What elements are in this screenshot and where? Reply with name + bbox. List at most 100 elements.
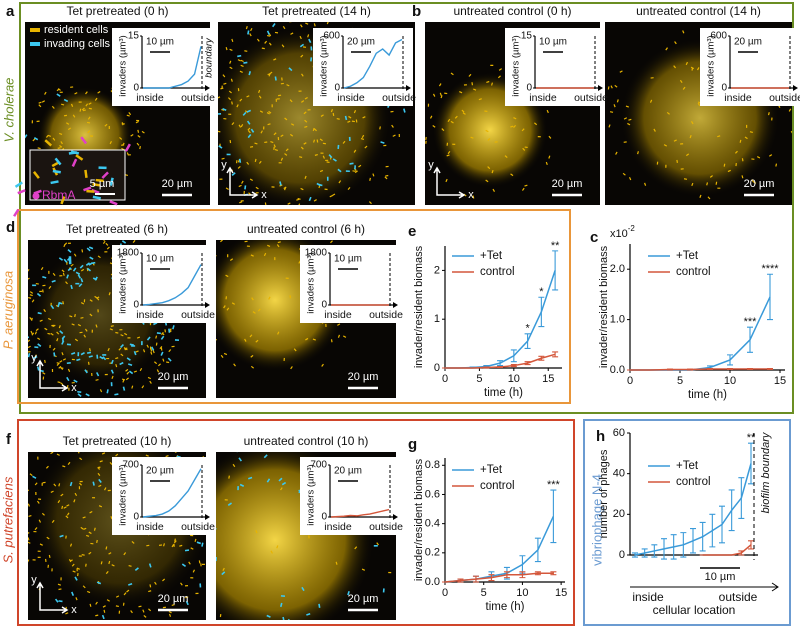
cell [216, 556, 218, 562]
group-box [583, 419, 791, 626]
cell [42, 481, 46, 484]
cell [727, 169, 731, 173]
cell [70, 263, 74, 267]
cell [313, 23, 316, 27]
cell [240, 59, 244, 63]
error-bar [728, 489, 735, 532]
error-bar [738, 477, 745, 519]
image-title: untreated control (10 h) [244, 434, 369, 448]
cell [28, 296, 32, 299]
cell [102, 354, 107, 356]
cell [69, 315, 73, 318]
y-tick-label: 600 [710, 31, 727, 42]
error-bar [687, 368, 693, 371]
cell [77, 390, 82, 393]
cell [269, 71, 273, 75]
cell [303, 142, 307, 145]
y-axis-label: invaders (µm³) [306, 252, 317, 313]
cell [196, 541, 201, 545]
cell [75, 597, 78, 601]
cell [94, 295, 98, 299]
cell [229, 60, 232, 64]
cell [211, 567, 214, 569]
cell [270, 550, 273, 554]
y-tick-label: 1800 [117, 248, 140, 259]
scale-bar-label: 20 µm [744, 178, 775, 190]
panel-letter: g [408, 436, 417, 453]
cell [281, 77, 283, 81]
cell [250, 27, 253, 32]
y-tick-label: 0 [133, 83, 139, 94]
cell [67, 242, 71, 244]
group-box [17, 419, 575, 626]
legend-label: +Tet [480, 250, 503, 262]
cell [125, 377, 129, 381]
cell [107, 489, 111, 492]
cell [28, 336, 30, 339]
cell [347, 590, 350, 596]
legend-label: +Tet [480, 464, 503, 476]
cell [222, 107, 227, 112]
cell [257, 308, 261, 312]
error-bar [503, 571, 510, 579]
cell [37, 343, 42, 347]
y-tick-label: 0.0 [425, 576, 440, 588]
cell [790, 130, 792, 135]
error-bar [524, 333, 531, 350]
cell [231, 172, 236, 176]
cell [301, 73, 304, 77]
axis-arrow [226, 166, 259, 199]
cell [84, 369, 88, 374]
cell [510, 125, 514, 128]
cell [649, 99, 653, 103]
inset-background [505, 28, 605, 106]
cell [282, 616, 285, 620]
cell [95, 324, 98, 328]
cell [126, 357, 131, 361]
cell [78, 555, 82, 557]
cell [160, 351, 164, 356]
cell [444, 92, 448, 95]
cell [28, 268, 30, 273]
y-tick-label: 0 [321, 512, 327, 523]
cell [300, 146, 304, 150]
axis [444, 246, 562, 369]
cell [707, 196, 711, 200]
cell [146, 344, 149, 348]
cell [548, 155, 551, 159]
cell [57, 147, 61, 149]
cell [264, 202, 267, 205]
cell [26, 308, 28, 311]
cell [146, 426, 148, 429]
cell [106, 389, 109, 394]
cell [86, 534, 90, 537]
cell [360, 137, 365, 141]
cell [67, 249, 72, 253]
scale-bar-label: 10 µm [146, 254, 174, 265]
cell [471, 82, 474, 86]
cell [147, 422, 150, 425]
cell [332, 112, 335, 117]
cell [276, 98, 280, 100]
cell [168, 613, 172, 617]
cell [674, 41, 677, 45]
cell [227, 254, 229, 258]
cell [225, 296, 228, 300]
cell [50, 180, 59, 185]
cell [108, 292, 111, 296]
cell [613, 104, 616, 108]
error-bar [488, 574, 495, 582]
cell [77, 573, 79, 577]
cell [231, 38, 234, 42]
axis-letter: y [31, 352, 37, 364]
error-bar [457, 578, 464, 583]
cell [300, 54, 304, 58]
cell [461, 109, 465, 113]
cell [195, 592, 199, 595]
cell [244, 185, 247, 190]
cell [224, 236, 227, 238]
cell [344, 115, 348, 121]
inset-line [343, 38, 403, 89]
cell [627, 122, 631, 126]
cell [97, 309, 99, 313]
